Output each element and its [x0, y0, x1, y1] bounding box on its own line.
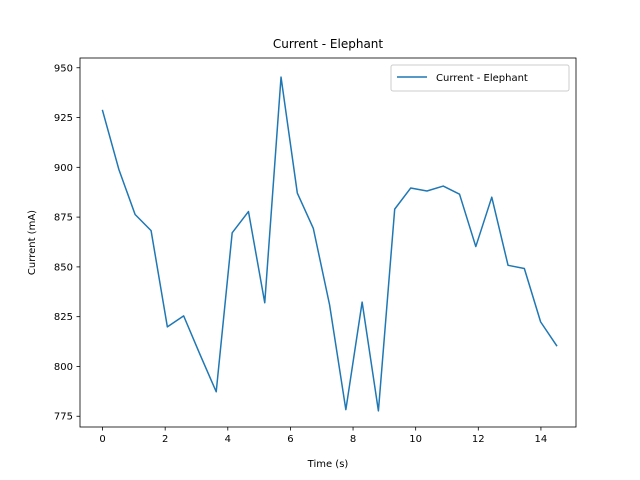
y-tick-label: 950: [54, 63, 73, 74]
x-tick-label: 4: [225, 434, 231, 445]
plot-background: [80, 58, 576, 427]
y-tick-label: 875: [54, 213, 73, 224]
x-tick-label: 10: [409, 434, 422, 445]
y-tick-label: 850: [54, 262, 73, 273]
x-axis-label: Time (s): [307, 459, 349, 470]
y-tick-label: 825: [54, 312, 73, 323]
y-tick-label: 775: [54, 412, 73, 423]
y-tick-label: 925: [54, 113, 73, 124]
y-axis-label: Current (mA): [27, 210, 38, 275]
plot-frame: [79, 57, 577, 428]
x-tick-label: 12: [472, 434, 485, 445]
series-layer: [101, 76, 558, 412]
legend: Current - Elephant: [390, 64, 570, 92]
plot-area: 0 2 4 6 8 10 12 14 775 800 825 850 875 900 925 950: [54, 57, 577, 445]
chart-title: Current - Elephant: [273, 37, 384, 51]
x-tick-label: 8: [350, 434, 356, 445]
y-tick-label: 800: [54, 362, 73, 373]
y-axis: 775 800 825 850 875 900 925 950: [54, 63, 80, 423]
x-axis: 0 2 4 6 8 10 12 14: [99, 427, 547, 445]
series-line: [101, 76, 558, 412]
legend-box: [390, 64, 570, 92]
legend-label: Current - Elephant: [436, 73, 528, 84]
x-tick-label: 6: [287, 434, 293, 445]
x-tick-label: 0: [99, 434, 105, 445]
x-tick-label: 14: [535, 434, 548, 445]
y-tick-label: 900: [54, 163, 73, 174]
x-tick-label: 2: [162, 434, 168, 445]
